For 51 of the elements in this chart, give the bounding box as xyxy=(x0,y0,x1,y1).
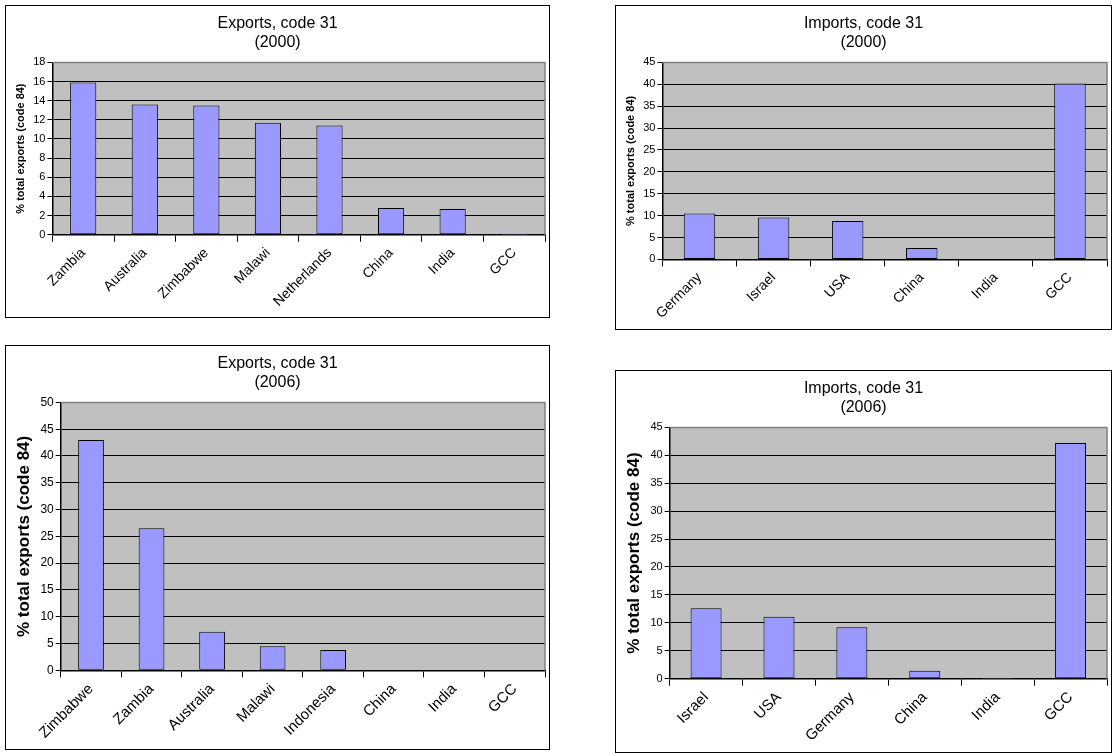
y-tick-label: 25 xyxy=(650,532,663,545)
y-tick-label: 15 xyxy=(643,186,656,199)
y-tick-label: 45 xyxy=(643,55,656,68)
y-tick-label: 35 xyxy=(40,475,55,490)
x-tick-label: USA xyxy=(820,268,853,301)
y-tick-label: 12 xyxy=(33,112,46,125)
y-tick-label: 50 xyxy=(40,394,55,409)
y-tick-label: 35 xyxy=(650,476,663,489)
y-tick-label: 4 xyxy=(39,189,46,202)
y-tick-label: 5 xyxy=(649,230,656,243)
y-tick-label: 30 xyxy=(650,504,663,517)
y-tick-label: 14 xyxy=(33,93,46,106)
y-tick-label: 45 xyxy=(40,421,55,436)
y-tick-label: 5 xyxy=(656,643,663,656)
y-axis-title: % total exports (code 84) xyxy=(13,435,33,637)
y-tick-label: 20 xyxy=(40,555,55,570)
y-tick-label: 20 xyxy=(650,560,663,573)
y-tick-label: 0 xyxy=(39,227,46,240)
y-tick-label: 16 xyxy=(33,74,46,87)
chart-title: Imports, code 31 (2006) xyxy=(803,379,924,416)
y-tick-label: 8 xyxy=(39,151,46,164)
y-tick-label: 30 xyxy=(643,121,656,134)
y-tick-label: 15 xyxy=(40,582,55,597)
y-tick-label: 10 xyxy=(40,609,55,624)
y-tick-label: 6 xyxy=(39,170,46,183)
y-tick-label: 30 xyxy=(40,501,55,516)
y-tick-label: 2 xyxy=(39,208,46,221)
y-tick-label: 35 xyxy=(643,99,656,112)
y-tick-label: 40 xyxy=(40,448,55,463)
y-tick-label: 25 xyxy=(643,142,656,155)
chart-title: Imports, code 31 (2000) xyxy=(803,14,924,51)
y-tick-label: 20 xyxy=(643,164,656,177)
y-tick-label: 0 xyxy=(649,252,656,265)
y-tick-label: 25 xyxy=(40,528,55,543)
chart-title: Exports, code 31 (2006) xyxy=(217,354,338,391)
y-tick-label: 0 xyxy=(656,671,663,684)
y-axis-title: % total exports (code 84) xyxy=(623,452,643,654)
y-tick-label: 40 xyxy=(650,448,663,461)
chart-title: Exports, code 31 (2000) xyxy=(217,14,338,51)
y-tick-label: 10 xyxy=(33,132,46,145)
y-tick-label: 15 xyxy=(650,587,663,600)
y-tick-label: 0 xyxy=(47,662,55,677)
y-tick-label: 10 xyxy=(643,208,656,221)
y-tick-label: 40 xyxy=(643,77,656,90)
y-axis-title: % total exports (code 84) xyxy=(13,83,26,214)
y-tick-label: 45 xyxy=(650,420,663,433)
y-tick-label: 5 xyxy=(47,635,55,650)
y-axis-title: % total exports (code 84) xyxy=(623,95,636,227)
x-tick-label: USA xyxy=(750,688,785,722)
y-tick-label: 18 xyxy=(33,55,46,68)
y-tick-label: 10 xyxy=(650,615,663,628)
